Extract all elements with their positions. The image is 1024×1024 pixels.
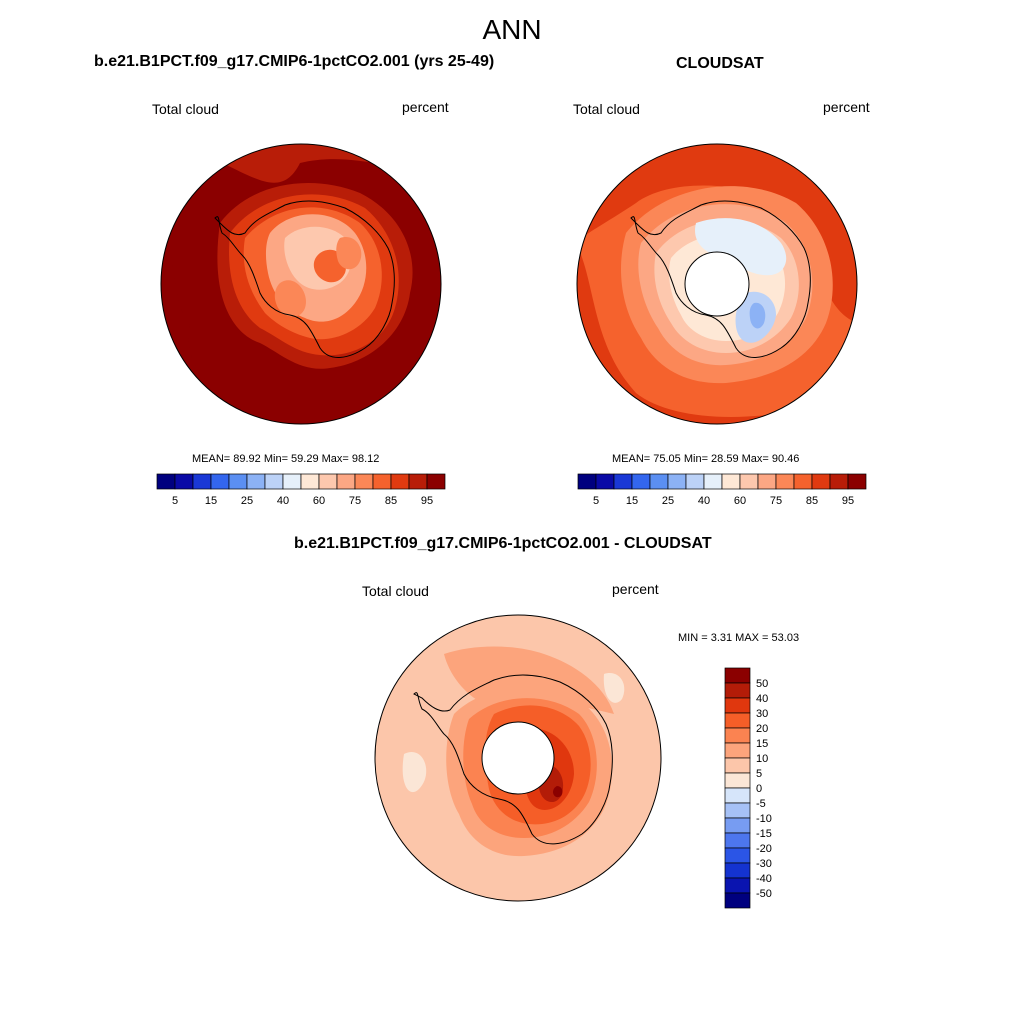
obs-colorbar-swatch	[739, 473, 759, 490]
diff-polar-map	[374, 614, 662, 902]
diff-colorbar-swatch	[724, 847, 751, 864]
diff-colorbar-tick-label: -15	[756, 828, 772, 840]
diff-colorbar-tick-label: 10	[756, 753, 768, 765]
diff-colorbar-tick-label: 50	[756, 678, 768, 690]
model-colorbar-tick-label: 85	[385, 495, 397, 507]
diff-variable-label: Total cloud	[362, 583, 429, 599]
model-colorbar-swatch	[174, 473, 194, 490]
obs-colorbar-tick-label: 95	[842, 495, 854, 507]
diff-units-label: percent	[612, 581, 659, 597]
model-colorbar-swatch	[336, 473, 356, 490]
diff-colorbar-swatch	[724, 892, 751, 909]
obs-colorbar-swatch	[613, 473, 633, 490]
obs-colorbar-swatch	[595, 473, 615, 490]
obs-colorbar-swatch	[829, 473, 849, 490]
diff-colorbar-tick-label: 20	[756, 723, 768, 735]
model-colorbar-swatch	[282, 473, 302, 490]
model-colorbar-tick-label: 5	[172, 495, 178, 507]
obs-colorbar-tick-label: 40	[698, 495, 710, 507]
obs-colorbar-swatch	[847, 473, 867, 490]
obs-colorbar-tick-label: 5	[593, 495, 599, 507]
model-variable-label: Total cloud	[152, 101, 219, 117]
obs-colorbar-swatch	[667, 473, 687, 490]
model-colorbar-swatch	[318, 473, 338, 490]
model-colorbar-swatch	[300, 473, 320, 490]
obs-colorbar-swatch	[793, 473, 813, 490]
diff-colorbar-tick-label: -5	[756, 798, 766, 810]
diff-panel-title: b.e21.B1PCT.f09_g17.CMIP6-1pctCO2.001 - …	[294, 535, 712, 552]
diff-colorbar-tick-label: -30	[756, 858, 772, 870]
obs-colorbar-tick-label: 60	[734, 495, 746, 507]
diff-colorbar-tick-label: -40	[756, 873, 772, 885]
diff-colorbar-tick-label: -10	[756, 813, 772, 825]
model-colorbar-swatch	[156, 473, 176, 490]
model-colorbar-swatch	[210, 473, 230, 490]
obs-colorbar-swatch	[757, 473, 777, 490]
obs-panel-title: CLOUDSAT	[676, 55, 764, 72]
obs-colorbar-swatch	[577, 473, 597, 490]
diff-colorbar-tick-label: 15	[756, 738, 768, 750]
model-colorbar-swatch	[390, 473, 410, 490]
model-colorbar-tick-label: 25	[241, 495, 253, 507]
model-panel-title: b.e21.B1PCT.f09_g17.CMIP6-1pctCO2.001 (y…	[94, 53, 495, 70]
model-colorbar-tick-label: 40	[277, 495, 289, 507]
obs-colorbar-swatch	[811, 473, 831, 490]
diff-colorbar-swatch	[724, 682, 751, 699]
diff-colorbar-swatch	[724, 787, 751, 804]
model-colorbar-swatch	[408, 473, 428, 490]
diff-colorbar-swatch	[724, 877, 751, 894]
diff-colorbar-tick-label: -50	[756, 888, 772, 900]
figure-title: ANN	[482, 14, 542, 45]
diff-colorbar-swatch	[724, 727, 751, 744]
obs-colorbar-tick-label: 15	[626, 495, 638, 507]
diff-colorbar-tick-label: 5	[756, 768, 762, 780]
obs-colorbar-swatch	[649, 473, 669, 490]
obs-colorbar-swatch	[685, 473, 705, 490]
obs-colorbar-swatch	[631, 473, 651, 490]
diff-colorbar-tick-label: 30	[756, 708, 768, 720]
obs-variable-label: Total cloud	[573, 101, 640, 117]
model-polar-map	[160, 143, 442, 425]
obs-colorbar-swatch	[703, 473, 723, 490]
diff-colorbar-swatch	[724, 742, 751, 759]
diff-colorbar-tick-label: -20	[756, 843, 772, 855]
obs-colorbar-tick-label: 75	[770, 495, 782, 507]
diff-colorbar-swatch	[724, 802, 751, 819]
obs-colorbar: 5 15 25 40 60 75 85 95	[577, 473, 867, 507]
obs-colorbar-swatch	[721, 473, 741, 490]
model-colorbar: 5 15 25 40 60 75 85 95	[156, 473, 446, 507]
obs-colorbar-tick-label: 25	[662, 495, 674, 507]
obs-colorbar-tick-label: 85	[806, 495, 818, 507]
model-stats: MEAN= 89.92 Min= 59.29 Max= 98.12	[192, 453, 380, 465]
model-colorbar-swatch	[372, 473, 392, 490]
model-colorbar-swatch	[228, 473, 248, 490]
model-colorbar-tick-label: 60	[313, 495, 325, 507]
diff-colorbar-tick-label: 0	[756, 783, 762, 795]
model-colorbar-swatch	[192, 473, 212, 490]
model-colorbar-swatch	[354, 473, 374, 490]
diff-colorbar-swatch	[724, 832, 751, 849]
obs-stats: MEAN= 75.05 Min= 28.59 Max= 90.46	[612, 453, 800, 465]
diff-colorbar-swatch	[724, 697, 751, 714]
model-units-label: percent	[402, 99, 449, 115]
obs-colorbar-swatch	[775, 473, 795, 490]
diff-colorbar-swatch	[724, 712, 751, 729]
model-colorbar-tick-label: 75	[349, 495, 361, 507]
obs-units-label: percent	[823, 99, 870, 115]
diff-colorbar-swatch	[724, 862, 751, 879]
model-colorbar-swatch	[246, 473, 266, 490]
diff-colorbar-tick-label: 40	[756, 693, 768, 705]
model-colorbar-tick-label: 15	[205, 495, 217, 507]
diff-colorbar-swatch	[724, 757, 751, 774]
diff-colorbar-swatch	[724, 667, 751, 684]
diff-stats: MIN = 3.31 MAX = 53.03	[678, 632, 800, 644]
diff-colorbar-swatch	[724, 772, 751, 789]
model-colorbar-swatch	[426, 473, 446, 490]
diff-colorbar-swatch	[724, 817, 751, 834]
model-colorbar-tick-label: 95	[421, 495, 433, 507]
model-colorbar-swatch	[264, 473, 284, 490]
obs-polar-map	[576, 143, 858, 425]
